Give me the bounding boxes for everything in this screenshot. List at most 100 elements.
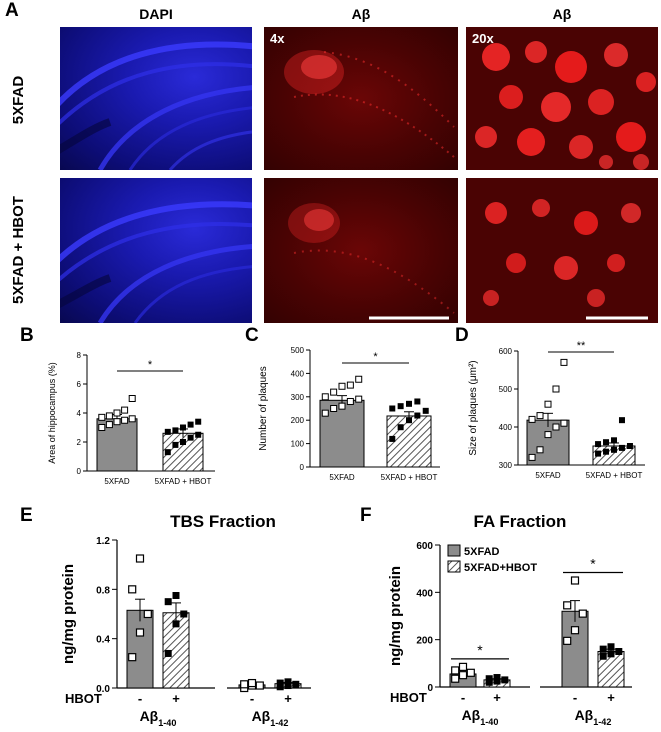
panel-label-b: B (20, 325, 34, 346)
data-point (187, 421, 194, 428)
data-point (180, 424, 186, 431)
data-point (603, 439, 610, 446)
significance-label: * (148, 359, 153, 371)
data-point (414, 398, 421, 405)
data-point (164, 449, 171, 456)
data-point (105, 412, 113, 420)
chart-size-of-plaques: 300 400 500 600 Size of plaques (μm²) 5XFAD 5X… (468, 340, 645, 480)
micrograph-abeta-20x-5xfad-hbot (466, 178, 658, 323)
data-point (247, 678, 257, 688)
data-point (128, 415, 136, 423)
hbot-tick-label: + (284, 691, 292, 706)
y-tick-label: 0.0 (96, 684, 110, 695)
y-axis-label: ng/mg protein (387, 566, 404, 666)
chart-area-of-hippocampus: 0 2 4 6 8 Area of hippocampus (%) 5XFAD 5XFAD +… (47, 351, 215, 486)
data-point (607, 643, 615, 651)
data-point (544, 400, 552, 408)
chart-tbs-fraction: TBS Fraction 0.0 0.4 0.8 1.2 ng/mg protein - + A… (60, 512, 311, 728)
chart-title: TBS Fraction (170, 512, 276, 531)
data-point (187, 434, 194, 441)
legend-label: 5XFAD+HBOT (464, 562, 537, 574)
data-point (355, 395, 363, 403)
group-label: Aβ1-42 (252, 708, 289, 728)
data-point (284, 682, 292, 690)
data-point (536, 412, 544, 420)
panel-label-f: F (360, 505, 372, 526)
data-point (544, 431, 552, 439)
panel-label-e: E (20, 505, 33, 526)
y-axis-label: Size of plaques (μm²) (468, 360, 479, 455)
data-point (618, 444, 625, 451)
micrograph-abeta-20x-5xfad: 20x (466, 27, 658, 170)
data-point (330, 388, 338, 396)
data-point (321, 409, 329, 417)
y-tick-label: 0 (427, 683, 433, 694)
data-point (389, 435, 396, 442)
data-point (536, 446, 544, 454)
data-point (599, 645, 607, 653)
data-point (321, 393, 329, 401)
data-point (121, 406, 129, 414)
data-point (172, 427, 179, 434)
legend-swatch (447, 544, 461, 557)
data-point (458, 671, 468, 680)
x-tick-label: 5XFAD (104, 477, 130, 486)
hbot-tick-label: + (607, 690, 615, 705)
data-point (626, 443, 633, 449)
micrograph-abeta-4x-5xfad-hbot (264, 178, 458, 323)
y-tick-label: 400 (499, 423, 513, 432)
y-tick-label: 4 (77, 409, 82, 418)
y-axis-label: ng/mg protein (60, 564, 77, 664)
data-point (422, 407, 429, 414)
y-tick-label: 0 (300, 463, 305, 472)
chart-title: FA Fraction (474, 512, 567, 531)
data-point (451, 674, 460, 683)
data-point (180, 610, 188, 618)
hbot-row-label: HBOT (65, 691, 102, 706)
data-point (255, 681, 264, 690)
y-tick-label: 600 (416, 541, 433, 552)
data-point (113, 409, 121, 417)
column-title-abeta-4x: Aβ (351, 6, 371, 22)
x-tick-label: 5XFAD + HBOT (381, 473, 438, 482)
data-point (330, 405, 338, 412)
y-tick-label: 500 (499, 385, 513, 394)
data-point (195, 431, 202, 438)
data-point (563, 601, 572, 610)
data-point (128, 395, 136, 402)
y-tick-label: 400 (291, 369, 305, 378)
data-point (406, 400, 412, 407)
data-point (595, 450, 602, 457)
panel-label-d: D (455, 325, 469, 346)
y-tick-label: 200 (291, 416, 305, 425)
group-label: Aβ1-40 (140, 708, 177, 728)
significance-label: ** (577, 340, 586, 352)
data-point (128, 585, 137, 594)
y-tick-label: 300 (499, 461, 513, 470)
micrograph-dapi-5xfad (60, 27, 252, 170)
micrograph-dapi-5xfad-hbot (60, 178, 252, 323)
data-point (164, 428, 171, 435)
data-point (195, 418, 202, 425)
data-point (164, 598, 172, 606)
data-point (172, 592, 180, 599)
significance-label: * (477, 642, 483, 658)
data-point (451, 666, 460, 675)
data-point (98, 413, 106, 421)
data-point (113, 418, 121, 426)
hbot-tick-label: - (573, 690, 577, 705)
group-label: Aβ1-42 (575, 707, 612, 727)
x-tick-label: 5XFAD + HBOT (586, 471, 643, 480)
bar (319, 399, 365, 468)
data-point (560, 419, 568, 427)
data-point (599, 652, 607, 660)
panel-label-a: A (5, 0, 19, 21)
x-tick-label: 5XFAD + HBOT (155, 477, 212, 486)
y-tick-label: 200 (416, 636, 433, 647)
data-point (172, 620, 180, 628)
data-point (180, 439, 186, 445)
y-axis-label: Number of plaques (258, 366, 269, 451)
y-tick-label: 2 (77, 438, 82, 447)
chart-fa-fraction: FA Fraction 0 200 400 600 ng/mg protein - + Aβ1-… (387, 512, 632, 727)
x-tick-label: 5XFAD (535, 471, 561, 480)
